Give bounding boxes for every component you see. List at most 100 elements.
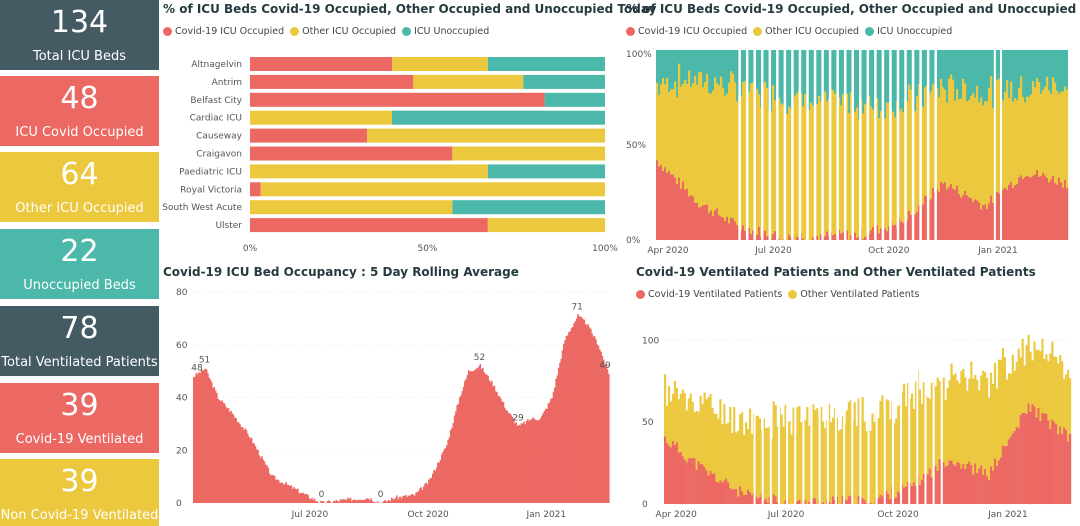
other-vent-bar xyxy=(980,375,983,466)
other-vent-bar xyxy=(930,382,933,477)
other-vent-bar xyxy=(968,378,971,462)
covid-bar xyxy=(886,231,889,240)
bar-segment[interactable] xyxy=(250,128,368,143)
covid-vent-bar xyxy=(897,491,900,504)
covid-vent-bar xyxy=(1067,441,1070,504)
bar-segment[interactable] xyxy=(452,146,605,161)
bar-segment[interactable] xyxy=(544,92,605,107)
other-bar xyxy=(936,88,939,189)
other-bar xyxy=(962,78,965,196)
other-vent-bar xyxy=(986,377,989,477)
covid-vent-bar xyxy=(1061,434,1064,504)
chart4-legend[interactable]: Covid-19 Ventilated Patients Other Ventil… xyxy=(636,289,919,300)
gap-line xyxy=(889,50,892,240)
other-bar xyxy=(728,82,731,224)
occupancy-bar xyxy=(501,401,503,503)
other-bar xyxy=(1048,90,1051,183)
bar-segment[interactable] xyxy=(487,164,605,179)
legend-item[interactable]: ICU Unoccupied xyxy=(865,26,952,37)
covid-vent-bar xyxy=(895,497,898,504)
bar-segment[interactable] xyxy=(487,218,605,233)
legend-item[interactable]: Covid-19 Ventilated Patients xyxy=(636,289,782,300)
legend-item[interactable]: Other Ventilated Patients xyxy=(788,289,919,300)
covid-bar xyxy=(1056,184,1059,240)
covid-bar xyxy=(690,195,693,240)
bar-segment[interactable] xyxy=(250,146,453,161)
other-vent-bar xyxy=(790,434,793,504)
occupancy-bar xyxy=(564,340,566,503)
chart1-legend[interactable]: Covid-19 ICU Occupied Other ICU Occupied I… xyxy=(163,26,489,37)
x-tick-label: Jan 2021 xyxy=(987,510,1028,520)
other-vent-bar xyxy=(914,381,918,486)
occupancy-bar xyxy=(417,490,420,503)
other-bar xyxy=(942,87,945,184)
bar-segment[interactable] xyxy=(392,110,605,125)
bar-segment[interactable] xyxy=(523,74,605,89)
occupancy-bar xyxy=(523,421,525,503)
occupancy-bar xyxy=(566,335,569,503)
covid-vent-bar xyxy=(887,493,890,504)
kpi-value: 64 xyxy=(60,157,99,192)
bar-segment[interactable] xyxy=(413,74,524,89)
kpi-value: 134 xyxy=(50,5,109,40)
category-label: Craigavon xyxy=(196,150,242,160)
other-vent-bar xyxy=(768,426,771,497)
covid-vent-bar xyxy=(719,480,722,504)
covid-vent-bar xyxy=(922,474,925,504)
other-bar xyxy=(818,96,821,240)
occupancy-bar xyxy=(537,420,539,503)
bar-segment[interactable] xyxy=(250,74,414,89)
occupancy-bar xyxy=(546,408,548,503)
other-bar xyxy=(1026,96,1029,176)
legend-item[interactable]: ICU Unoccupied xyxy=(402,26,489,37)
covid-vent-bar xyxy=(938,458,941,504)
bar-segment[interactable] xyxy=(260,182,605,197)
legend-item[interactable]: Other ICU Occupied xyxy=(290,26,396,37)
occupancy-bar xyxy=(435,467,438,503)
bar-segment[interactable] xyxy=(392,57,488,71)
gap-line xyxy=(924,324,927,504)
covid-bar xyxy=(812,236,815,240)
covid-vent-bar xyxy=(1053,421,1056,504)
chart2-legend[interactable]: Covid-19 ICU Occupied Other ICU Occupied I… xyxy=(626,26,952,37)
other-vent-bar xyxy=(1029,351,1032,412)
bar-segment[interactable] xyxy=(250,182,261,197)
bar-segment[interactable] xyxy=(250,164,488,179)
other-bar xyxy=(662,78,665,172)
bar-segment[interactable] xyxy=(250,57,392,71)
other-vent-bar xyxy=(849,400,852,496)
kpi-label: Total Ventilated Patients xyxy=(1,355,158,370)
hospital-occupancy-bar-chart[interactable]: Altnagelvin Antrim Belfast City Cardiac ICU… xyxy=(160,48,622,258)
legend-item[interactable]: Covid-19 ICU Occupied xyxy=(163,26,284,37)
bar-segment[interactable] xyxy=(250,218,488,233)
legend-item[interactable]: Other ICU Occupied xyxy=(753,26,859,37)
other-vent-bar xyxy=(928,398,931,469)
covid-bar xyxy=(704,205,707,240)
legend-item[interactable]: Covid-19 ICU Occupied xyxy=(626,26,747,37)
bar-segment[interactable] xyxy=(367,128,605,143)
x-tick-label: Oct 2020 xyxy=(877,510,919,520)
bar-segment[interactable] xyxy=(452,200,605,215)
bar-segment[interactable] xyxy=(250,92,545,107)
covid-bar xyxy=(950,183,953,240)
covid-vent-bar xyxy=(745,494,748,504)
ventilated-area-chart[interactable]: 0 50 100 Apr 2020 Jul 2020 Oct 2020 Jan 2021 xyxy=(628,318,1075,524)
occupancy-bar xyxy=(551,398,554,503)
bar-segment[interactable] xyxy=(250,110,392,125)
covid-bar xyxy=(724,220,727,240)
bar-segment[interactable] xyxy=(487,57,605,71)
covid-bar xyxy=(742,225,745,240)
other-vent-bar xyxy=(804,420,807,501)
occupancy-bar xyxy=(424,483,426,503)
covid-bar xyxy=(790,237,793,240)
covid-bar xyxy=(838,229,841,240)
covid-bar xyxy=(986,208,989,240)
other-bar xyxy=(996,80,999,192)
other-vent-bar xyxy=(1041,338,1044,413)
covid-vent-bar xyxy=(665,442,669,504)
bar-segment[interactable] xyxy=(250,200,453,215)
occupancy-percent-area-chart[interactable]: 0% 50% 100% Apr 2020 Jul 2020 Oct 2020 Jan 202… xyxy=(620,44,1075,258)
y-tick-label: 0 xyxy=(642,500,648,510)
covid-vent-bar xyxy=(1017,428,1020,504)
